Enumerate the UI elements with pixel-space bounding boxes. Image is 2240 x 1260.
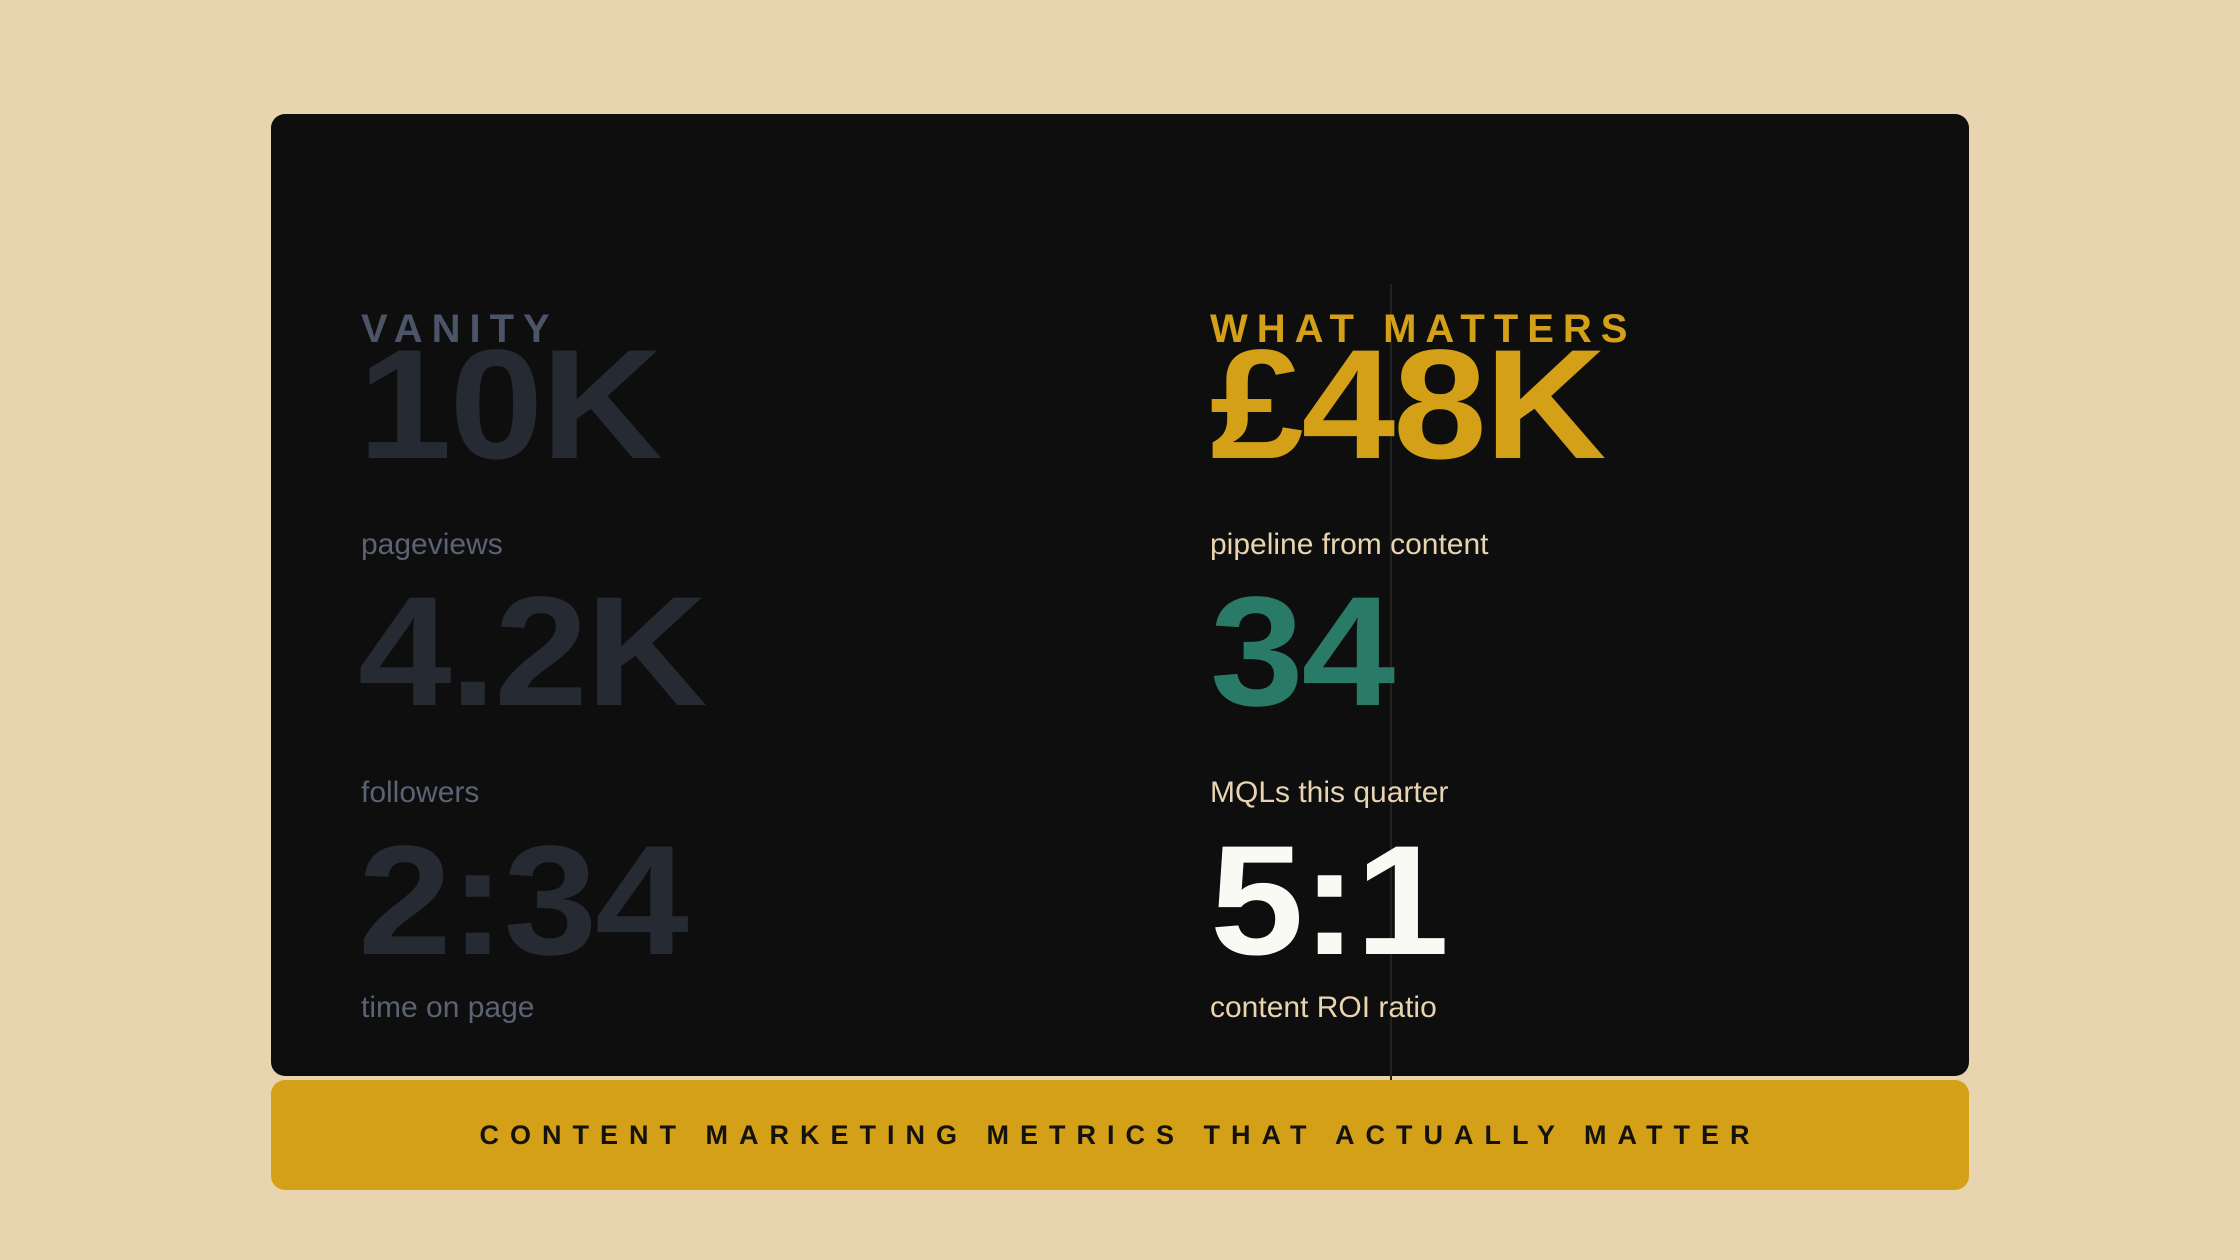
metrics-card bbox=[271, 114, 1969, 1134]
time-on-page-value: 2:34 bbox=[358, 814, 689, 988]
pipeline-value: £48K bbox=[1210, 318, 1606, 492]
roi-value: 5:1 bbox=[1210, 814, 1449, 988]
mqls-value: 34 bbox=[1210, 565, 1395, 739]
pageviews-value: 10K bbox=[358, 318, 663, 492]
followers-value: 4.2K bbox=[358, 565, 707, 739]
footer-banner: CONTENT MARKETING METRICS THAT ACTUALLY … bbox=[271, 1080, 1969, 1190]
pipeline-label: pipeline from content bbox=[1210, 528, 1489, 561]
banner-text: CONTENT MARKETING METRICS THAT ACTUALLY … bbox=[479, 1119, 1761, 1150]
mqls-label: MQLs this quarter bbox=[1210, 776, 1449, 809]
column-divider bbox=[1390, 284, 1392, 1134]
vanity-heading: VANITY bbox=[361, 307, 559, 351]
time-on-page-label: time on page bbox=[361, 991, 535, 1024]
pageviews-label: pageviews bbox=[361, 528, 503, 561]
followers-label: followers bbox=[361, 776, 480, 809]
roi-label: content ROI ratio bbox=[1210, 991, 1437, 1024]
what-matters-heading: WHAT MATTERS bbox=[1210, 307, 1637, 351]
